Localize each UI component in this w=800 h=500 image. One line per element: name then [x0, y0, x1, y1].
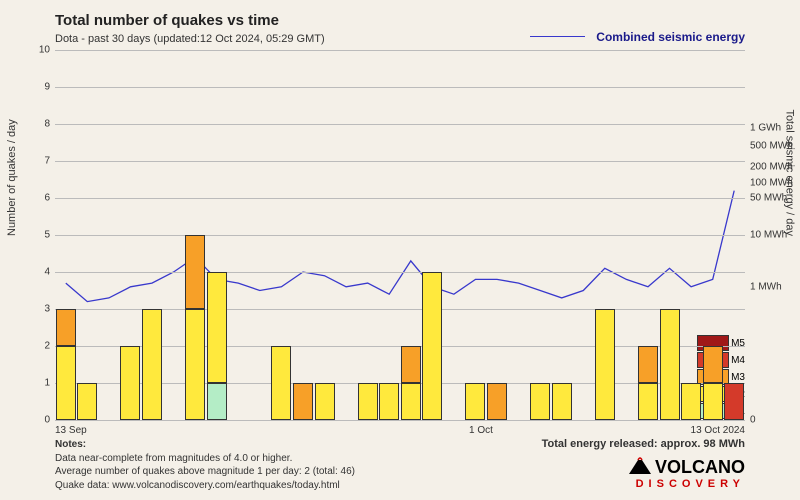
bar-segment: [595, 309, 615, 420]
y2-tick-label: 200 MWh: [750, 161, 793, 172]
energy-line: [66, 191, 734, 302]
grid-line: [55, 198, 745, 199]
bar-segment: [530, 383, 550, 420]
bar-segment: [638, 346, 658, 383]
y-tick-label: 8: [30, 119, 50, 130]
y-tick-label: 5: [30, 230, 50, 241]
y-tick-label: 9: [30, 82, 50, 93]
y2-tick-label: 0: [750, 415, 756, 426]
grid-line: [55, 50, 745, 51]
bar-segment: [56, 309, 76, 346]
grid-line: [55, 420, 745, 421]
y-tick-label: 3: [30, 304, 50, 315]
y2-tick-label: 1 GWh: [750, 122, 781, 133]
bar-segment: [703, 383, 723, 420]
plot-area: M5M4M3M2M1: [55, 50, 745, 420]
y2-tick-label: 10 MWh: [750, 230, 787, 241]
grid-line: [55, 272, 745, 273]
total-energy-note: Total energy released: approx. 98 MWh: [542, 438, 745, 450]
chart-title: Total number of quakes vs time: [55, 12, 279, 29]
grid-line: [55, 124, 745, 125]
bar-segment: [552, 383, 572, 420]
x-tick-label: 1 Oct: [469, 425, 493, 436]
y-tick-label: 0: [30, 415, 50, 426]
energy-series-label: Combined seismic energy: [596, 30, 745, 44]
y-axis-label: Number of quakes / day: [6, 119, 18, 236]
bar-segment: [681, 383, 701, 420]
grid-line: [55, 235, 745, 236]
bar-segment: [185, 235, 205, 309]
notes-line-2: Quake data: www.volcanodiscovery.com/ear…: [55, 480, 340, 491]
notes-line-1: Average number of quakes above magnitude…: [55, 466, 355, 477]
bar-segment: [77, 383, 97, 420]
legend-label: M4: [731, 355, 745, 366]
y2-tick-label: 500 MWh: [750, 141, 793, 152]
y-tick-label: 1: [30, 378, 50, 389]
notes-heading: Notes:: [55, 439, 86, 450]
bar-segment: [315, 383, 335, 420]
volcano-icon: [625, 456, 655, 476]
logo: VOLCANO DISCOVERY: [625, 456, 745, 490]
y-tick-label: 6: [30, 193, 50, 204]
logo-sub: DISCOVERY: [625, 478, 745, 490]
bar-segment: [358, 383, 378, 420]
bar-segment: [401, 383, 421, 420]
bar-segment: [422, 272, 442, 420]
bar-segment: [271, 346, 291, 420]
chart-subtitle: Dota - past 30 days (updated:12 Oct 2024…: [55, 33, 325, 45]
y2-axis-label: Total seismic energy / day: [784, 109, 796, 236]
notes-line-0: Data near-complete from magnitudes of 4.…: [55, 453, 292, 464]
energy-legend-line: [530, 36, 585, 37]
bar-segment: [207, 383, 227, 420]
chart-container: Total number of quakes vs time Dota - pa…: [0, 0, 800, 500]
bar-segment: [379, 383, 399, 420]
y-tick-label: 10: [30, 45, 50, 56]
y-tick-label: 4: [30, 267, 50, 278]
x-tick-label: 13 Oct 2024: [691, 425, 745, 436]
bar-segment: [703, 346, 723, 383]
logo-main: VOLCANO: [655, 457, 745, 477]
y2-tick-label: 50 MWh: [750, 193, 787, 204]
bar-segment: [56, 346, 76, 420]
x-tick-label: 13 Sep: [55, 425, 87, 436]
legend-label: M3: [731, 372, 745, 383]
bar-segment: [185, 309, 205, 420]
bar-segment: [660, 309, 680, 420]
grid-line: [55, 161, 745, 162]
y-tick-label: 2: [30, 341, 50, 352]
bar-segment: [142, 309, 162, 420]
y-tick-label: 7: [30, 156, 50, 167]
bar-segment: [487, 383, 507, 420]
bar-segment: [293, 383, 313, 420]
bar-segment: [638, 383, 658, 420]
grid-line: [55, 87, 745, 88]
bar-segment: [207, 272, 227, 383]
bar-segment: [401, 346, 421, 383]
bar-segment: [724, 383, 744, 420]
bar-segment: [120, 346, 140, 420]
notes-block: Notes: Data near-complete from magnitude…: [55, 438, 355, 492]
bar-segment: [465, 383, 485, 420]
y2-tick-label: 1 MWh: [750, 281, 782, 292]
y2-tick-label: 100 MWh: [750, 178, 793, 189]
